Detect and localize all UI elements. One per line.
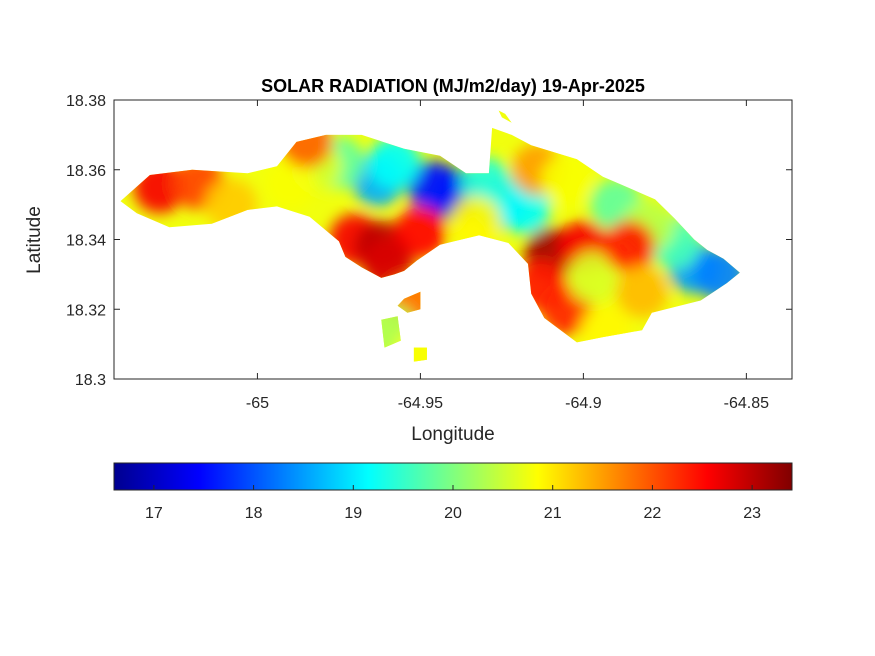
data-point	[449, 196, 502, 249]
colorbar-tick-label: 18	[245, 505, 263, 522]
colorbar: 17 18 19 20 21 22 23	[113, 462, 793, 522]
data-point	[541, 154, 594, 207]
x-tick-label: -65	[246, 395, 269, 412]
colorbar-tick-label: 21	[544, 505, 562, 522]
data-point	[616, 265, 669, 318]
x-axis-label: Longitude	[411, 424, 494, 445]
colorbar-ticks: 17 18 19 20 21 22 23	[145, 485, 761, 522]
y-tick-label: 18.3	[75, 372, 106, 389]
colorbar-tick-label: 22	[644, 505, 662, 522]
colorbar-tick-label: 17	[145, 505, 163, 522]
plot-area	[113, 99, 793, 380]
y-tick-label: 18.34	[66, 233, 106, 250]
data-point	[264, 157, 316, 210]
data-point	[368, 136, 421, 189]
x-tick-label: -64.95	[398, 395, 443, 412]
data-point	[407, 161, 460, 214]
y-axis-label: Latitude	[24, 206, 45, 274]
chart-title: SOLAR RADIATION (MJ/m2/day) 19-Apr-2025	[261, 76, 645, 96]
y-tick-label: 18.32	[66, 302, 106, 319]
y-axis: 18.3 18.32 18.34 18.36 18.38	[66, 93, 792, 389]
colorbar-tick-label: 19	[344, 505, 362, 522]
colorbar-tick-label: 23	[743, 505, 761, 522]
x-tick-label: -64.9	[565, 395, 602, 412]
data-point	[567, 251, 620, 304]
y-tick-label: 18.36	[66, 163, 106, 180]
data-point	[603, 220, 655, 273]
x-axis: -65 -64.95 -64.9 -64.85	[246, 100, 769, 412]
data-point	[394, 206, 447, 259]
x-tick-label: -64.85	[724, 395, 769, 412]
colorbar-tick-label: 20	[444, 505, 462, 522]
y-tick-label: 18.38	[66, 93, 106, 110]
